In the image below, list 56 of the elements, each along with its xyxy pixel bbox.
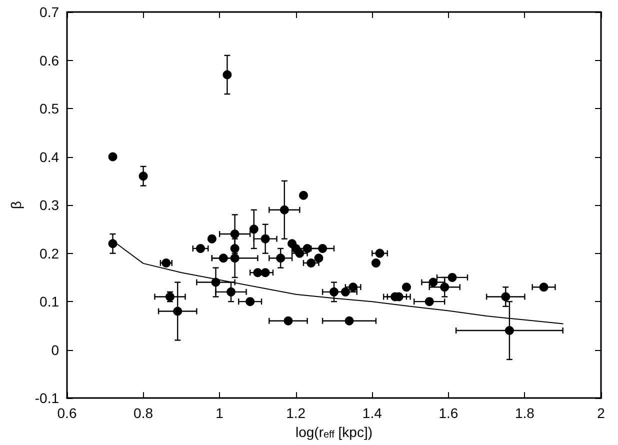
point bbox=[448, 272, 457, 282]
y-tick-label: 0.2 bbox=[40, 245, 60, 262]
y-tick-label: 0.4 bbox=[40, 148, 60, 165]
x-tick-label: 0.8 bbox=[134, 405, 154, 422]
point bbox=[276, 254, 286, 263]
x-tick-label: 1.2 bbox=[286, 405, 306, 422]
x-tick-label: 1.8 bbox=[514, 405, 535, 422]
point bbox=[108, 239, 118, 248]
point bbox=[207, 234, 216, 244]
point bbox=[260, 234, 270, 244]
point bbox=[314, 254, 324, 263]
x-tick-label: 1 bbox=[216, 405, 224, 422]
point bbox=[162, 258, 171, 268]
point bbox=[440, 282, 450, 292]
point bbox=[249, 224, 258, 234]
point bbox=[108, 152, 118, 162]
x-tick-label: 2 bbox=[597, 405, 606, 422]
point bbox=[280, 205, 289, 214]
point bbox=[428, 278, 438, 287]
x-tick-label: 1.4 bbox=[362, 405, 382, 422]
point bbox=[253, 268, 262, 278]
point bbox=[295, 248, 304, 258]
point bbox=[226, 287, 236, 296]
point bbox=[348, 282, 358, 292]
x-tick-label: 0.6 bbox=[57, 405, 77, 422]
y-tick-label: 0.7 bbox=[40, 4, 60, 20]
point bbox=[298, 190, 308, 200]
point bbox=[246, 297, 255, 306]
point bbox=[211, 278, 220, 287]
point bbox=[340, 287, 350, 296]
point bbox=[539, 282, 548, 292]
point bbox=[306, 258, 316, 268]
x-axis-title: log(reff [kpc]) bbox=[295, 424, 373, 440]
point bbox=[173, 306, 182, 316]
point bbox=[375, 248, 384, 258]
point bbox=[344, 316, 354, 326]
y-tick-label: 0 bbox=[51, 342, 60, 358]
y-tick-label: 0.6 bbox=[40, 52, 60, 68]
point bbox=[424, 297, 434, 306]
point bbox=[196, 244, 205, 253]
y-tick-label: 0.3 bbox=[40, 197, 60, 214]
point bbox=[330, 287, 338, 296]
point bbox=[371, 258, 380, 268]
y-tick-label: 0.5 bbox=[40, 100, 60, 117]
point bbox=[402, 282, 411, 292]
point bbox=[284, 316, 293, 326]
point bbox=[218, 254, 228, 263]
point bbox=[138, 172, 148, 181]
y-tick-label: 0.1 bbox=[40, 294, 60, 310]
point bbox=[318, 244, 328, 253]
y-tick-label: -0.1 bbox=[34, 390, 60, 406]
point bbox=[222, 70, 232, 80]
point bbox=[260, 268, 270, 278]
y-axis-title: β bbox=[8, 201, 24, 210]
point bbox=[504, 326, 514, 336]
x-tick-label: 1.6 bbox=[438, 405, 458, 422]
